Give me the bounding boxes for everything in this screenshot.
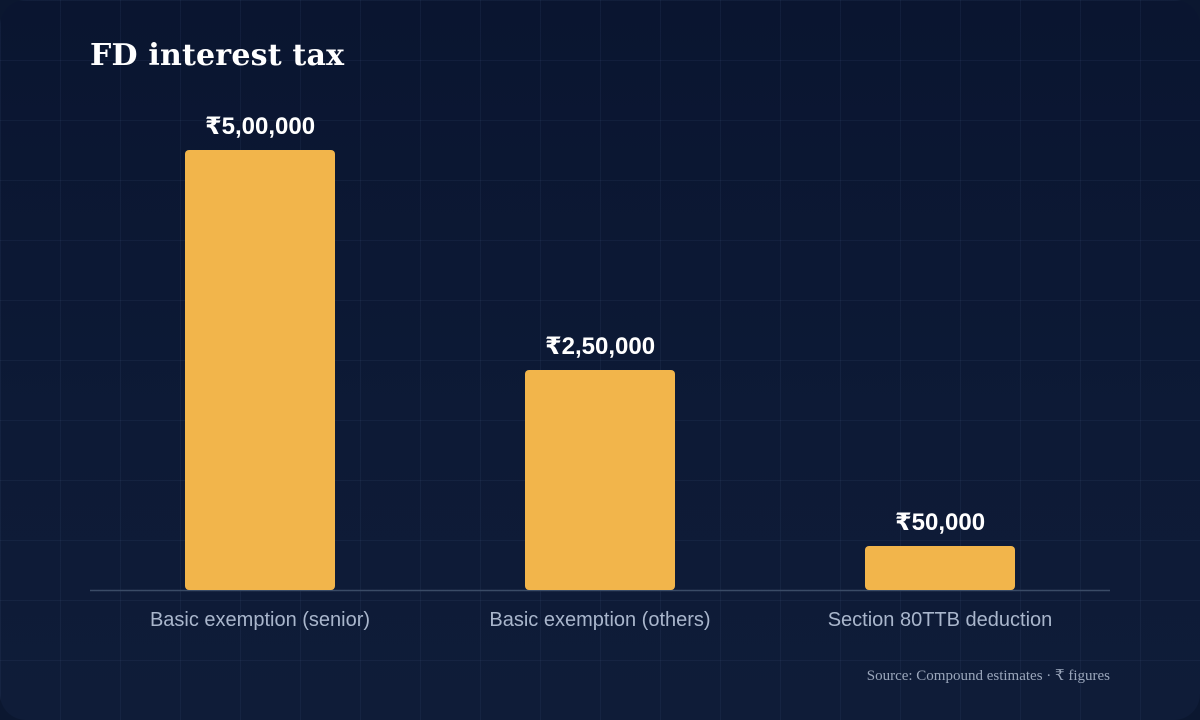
category-label: Basic exemption (others) (489, 609, 710, 631)
bar (865, 546, 1015, 590)
category-labels-group: Basic exemption (senior) Basic exemption … (150, 609, 1052, 631)
category-label: Basic exemption (senior) (150, 609, 370, 631)
category-label: Section 80TTB deduction (828, 609, 1053, 631)
bars-group (185, 150, 1015, 590)
bar-value-label: ₹2,50,000 (545, 333, 655, 360)
chart-title: FD interest tax (90, 38, 345, 73)
bar (525, 370, 675, 590)
bar (185, 150, 335, 590)
bar-value-label: ₹50,000 (895, 509, 985, 536)
bar-value-label: ₹5,00,000 (205, 113, 315, 140)
value-labels-group: ₹5,00,000 ₹2,50,000 ₹50,000 (205, 113, 985, 536)
source-note: Source: Compound estimates · ₹ figures (866, 668, 1110, 684)
